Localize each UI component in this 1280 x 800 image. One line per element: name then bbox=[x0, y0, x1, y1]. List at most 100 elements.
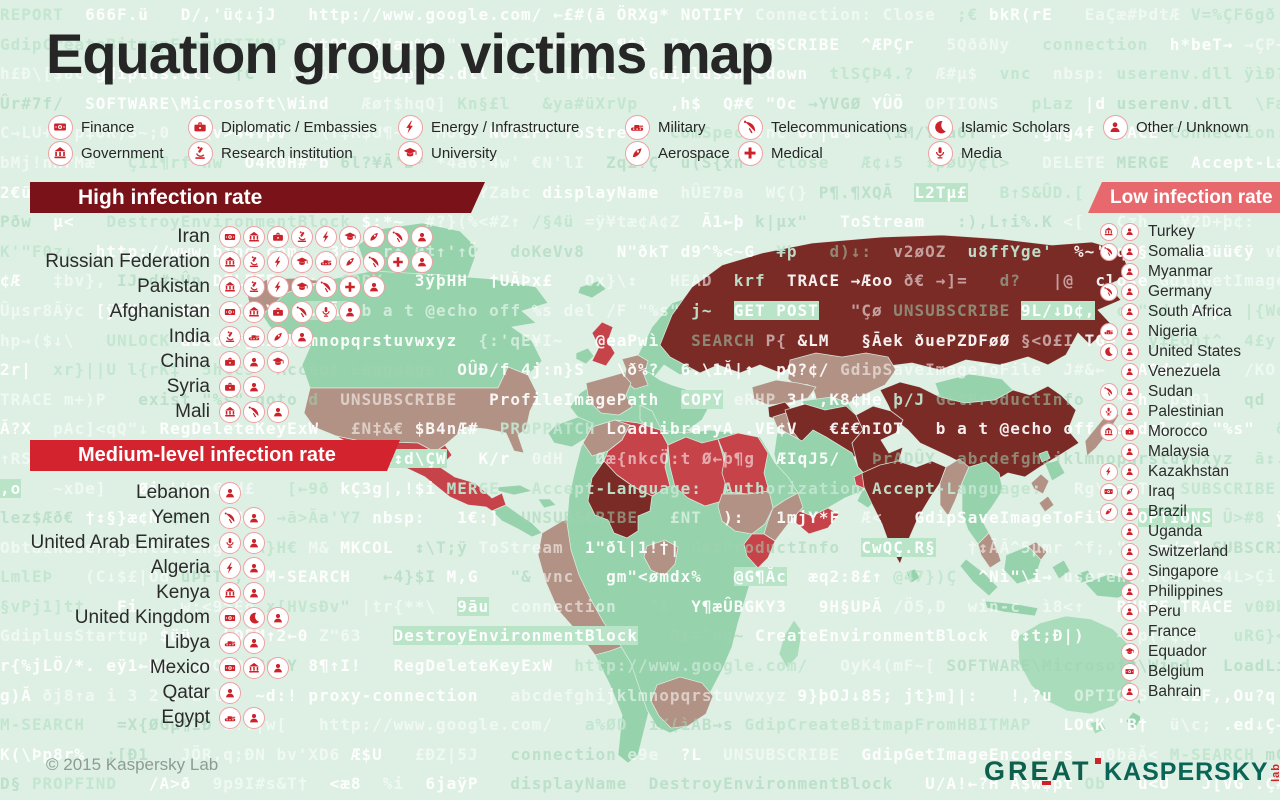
country-sector-icons bbox=[219, 656, 289, 679]
legend-label: Diplomatic / Embassies bbox=[221, 118, 377, 136]
other-icon bbox=[363, 275, 385, 298]
country-row: Philippines bbox=[1092, 582, 1241, 602]
country-name: Myanmar bbox=[1148, 263, 1213, 280]
other-icon bbox=[1121, 263, 1139, 281]
other-icon bbox=[243, 350, 265, 373]
map-country-russia bbox=[659, 234, 1131, 374]
government-icon bbox=[243, 225, 265, 248]
high-infection-country-list: Iran Russian Federation Pakistan Afghanista… bbox=[30, 224, 433, 424]
page-title: Equation group victims map bbox=[46, 22, 774, 85]
telecom-icon bbox=[387, 225, 409, 248]
medium-infection-banner: Medium-level infection rate bbox=[30, 440, 400, 471]
aerospace-icon bbox=[363, 225, 385, 248]
other-icon bbox=[411, 225, 433, 248]
country-name: Pakistan bbox=[137, 275, 210, 297]
high-infection-banner: High infection rate bbox=[30, 182, 485, 213]
kaspersky-lab-mark: lab bbox=[1269, 763, 1280, 782]
other-icon bbox=[267, 656, 289, 679]
country-row: Palestinian bbox=[1092, 402, 1241, 422]
media-icon bbox=[928, 140, 953, 166]
country-sector-icons bbox=[1092, 303, 1139, 321]
country-name: Algeria bbox=[150, 556, 210, 578]
country-name: Belgium bbox=[1148, 663, 1204, 680]
map-region-sri-lanka bbox=[905, 568, 921, 584]
other-icon bbox=[1121, 303, 1139, 321]
legend-item-aerospace: Aerospace bbox=[625, 140, 730, 166]
government-icon bbox=[219, 581, 241, 604]
map-region-maluku bbox=[1075, 569, 1094, 584]
legend-label: Aerospace bbox=[658, 144, 730, 162]
map-country-libya bbox=[667, 436, 727, 507]
country-sector-icons bbox=[219, 375, 265, 398]
university-icon bbox=[267, 350, 289, 373]
aerospace-icon bbox=[339, 250, 361, 273]
map-region-iberia bbox=[547, 416, 593, 448]
country-sector-icons bbox=[219, 400, 289, 423]
government-icon bbox=[219, 400, 241, 423]
diplomatic-icon bbox=[188, 114, 213, 140]
map-region-taiwan bbox=[1038, 450, 1051, 463]
country-sector-icons bbox=[1092, 403, 1139, 421]
legend-label: Other / Unknown bbox=[1136, 118, 1249, 136]
energy-icon bbox=[398, 114, 423, 140]
country-row: Venezuela bbox=[1092, 362, 1241, 382]
country-sector-icons bbox=[219, 631, 265, 654]
country-name: Nigeria bbox=[1148, 323, 1198, 340]
country-name: France bbox=[1148, 623, 1197, 640]
other-icon bbox=[267, 606, 289, 629]
legend-item-energy: Energy / Infrastructure bbox=[398, 114, 579, 140]
map-country-india bbox=[861, 460, 947, 565]
map-region-new-zealand-north bbox=[1136, 696, 1140, 705]
research-icon bbox=[291, 225, 313, 248]
country-name: Afghanistan bbox=[109, 300, 210, 322]
other-icon bbox=[1121, 523, 1139, 541]
other-icon bbox=[1121, 363, 1139, 381]
country-name: Palestinian bbox=[1148, 403, 1224, 420]
legend-item-telecom: Telecommunications bbox=[738, 114, 907, 140]
map-country-malaysia-borneo bbox=[1027, 541, 1048, 561]
other-icon bbox=[1121, 243, 1139, 261]
country-name: Singapore bbox=[1148, 563, 1219, 580]
map-country-myanmar bbox=[939, 458, 970, 517]
other-icon bbox=[1121, 623, 1139, 641]
research-icon bbox=[188, 140, 213, 166]
map-country-china bbox=[879, 381, 1080, 484]
other-icon bbox=[1121, 563, 1139, 581]
aerospace-icon bbox=[1100, 503, 1118, 521]
country-name: United States bbox=[1148, 343, 1242, 360]
country-name: Morocco bbox=[1148, 423, 1208, 440]
country-name: Egypt bbox=[161, 706, 210, 728]
country-row: Equador bbox=[1092, 642, 1241, 662]
legend-label: University bbox=[431, 144, 497, 162]
country-row: United States bbox=[1092, 342, 1241, 362]
great-logo-dash bbox=[1042, 781, 1051, 785]
country-row: Egypt bbox=[30, 705, 289, 730]
country-row: Iran bbox=[30, 224, 433, 249]
other-icon bbox=[1121, 343, 1139, 361]
country-row: Syria bbox=[30, 374, 433, 399]
country-name: Brazil bbox=[1148, 503, 1187, 520]
map-region-hispaniola bbox=[537, 498, 557, 509]
country-sector-icons bbox=[1092, 283, 1139, 301]
diplomatic-icon bbox=[219, 375, 241, 398]
country-name: Turkey bbox=[1148, 223, 1195, 240]
map-country-turkey bbox=[751, 379, 817, 406]
islamic-icon bbox=[243, 606, 265, 629]
islamic-icon bbox=[928, 114, 953, 140]
country-row: Malaysia bbox=[1092, 442, 1241, 462]
country-row: India bbox=[30, 324, 433, 349]
country-name: Libya bbox=[164, 631, 210, 653]
country-row: United Kingdom bbox=[30, 605, 289, 630]
map-water-black-sea bbox=[720, 380, 760, 398]
map-region-korea bbox=[1044, 459, 1066, 482]
country-name: Russian Federation bbox=[45, 250, 210, 272]
diplomatic-icon bbox=[267, 225, 289, 248]
map-region-madagascar bbox=[778, 619, 803, 669]
map-region-indochina bbox=[961, 461, 1004, 545]
aerospace-icon bbox=[267, 325, 289, 348]
other-icon bbox=[1121, 443, 1139, 461]
energy-icon bbox=[267, 275, 289, 298]
country-sector-icons bbox=[1092, 243, 1139, 261]
legend-item-islamic: Islamic Scholars bbox=[928, 114, 1070, 140]
country-sector-icons bbox=[1092, 383, 1139, 401]
